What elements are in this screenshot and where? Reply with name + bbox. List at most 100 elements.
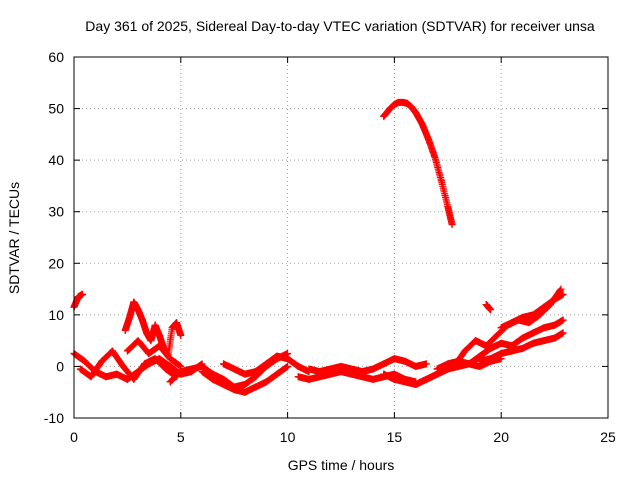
data-point — [79, 290, 87, 298]
series-arc-17 — [476, 329, 567, 365]
data-point — [162, 365, 170, 373]
data-point — [559, 290, 567, 298]
y-tick-label: 20 — [48, 255, 64, 271]
data-point — [448, 221, 456, 229]
data-point — [145, 350, 153, 358]
data-point — [407, 103, 415, 111]
y-tick-label: 10 — [48, 307, 64, 323]
data-point — [450, 362, 458, 370]
data-point — [284, 362, 292, 370]
data-point — [147, 337, 155, 345]
plot-frame — [73, 56, 609, 419]
data-point — [123, 375, 131, 383]
data-point — [482, 301, 490, 309]
data-point — [102, 373, 110, 381]
data-point — [529, 339, 537, 347]
chart-title: Day 361 of 2025, Sidereal Day-to-day VTE… — [85, 18, 595, 34]
data-point — [262, 378, 270, 386]
data-point — [508, 347, 516, 355]
series-trace — [305, 355, 430, 376]
y-tick-label: 40 — [48, 152, 64, 168]
data-point — [337, 362, 345, 370]
data-point — [134, 306, 142, 314]
data-point — [380, 360, 388, 368]
data-point — [519, 313, 527, 321]
data-point — [98, 357, 106, 365]
data-point — [559, 316, 567, 324]
data-point — [487, 344, 495, 352]
data-point — [540, 324, 548, 332]
series-trace — [482, 301, 494, 313]
data-point — [444, 203, 452, 211]
data-point — [138, 316, 146, 324]
data-point — [121, 326, 129, 334]
data-point — [130, 298, 138, 306]
x-tick-label: 10 — [280, 429, 296, 445]
series-arc-13 — [380, 98, 456, 229]
y-tick-label: 30 — [48, 204, 64, 220]
x-tick-label: 15 — [387, 429, 403, 445]
data-point — [209, 375, 217, 383]
data-point — [81, 357, 89, 365]
data-point — [177, 368, 185, 376]
data-point — [399, 98, 407, 106]
data-point — [369, 375, 377, 383]
series-trace — [380, 98, 456, 227]
data-point — [220, 360, 228, 368]
data-point — [529, 311, 537, 319]
data-point — [403, 99, 411, 107]
data-point — [412, 109, 420, 117]
y-tick-label: 0 — [56, 358, 64, 374]
data-point — [431, 154, 439, 162]
data-point — [497, 339, 505, 347]
data-point — [155, 331, 163, 339]
data-point — [358, 368, 366, 376]
series-arc-7 — [198, 362, 292, 396]
series-arc-1 — [70, 290, 87, 311]
data-point — [540, 337, 548, 345]
data-point — [437, 177, 445, 185]
data-point — [380, 112, 388, 120]
y-tick-label: -10 — [44, 410, 64, 426]
data-point — [525, 319, 533, 327]
data-point — [487, 355, 495, 363]
data-point — [151, 355, 159, 363]
data-point — [412, 362, 420, 370]
data-point — [134, 337, 142, 345]
axis-ticks: 0 5 10 15 20 25 -10 0 10 20 30 40 50 60 — [44, 49, 616, 445]
data-point — [529, 329, 537, 337]
series-arc-19 — [497, 290, 567, 332]
data-point — [241, 370, 249, 378]
data-point — [476, 357, 484, 365]
data-point — [252, 368, 260, 376]
data-point — [187, 365, 195, 373]
data-point — [316, 368, 324, 376]
data-point — [472, 337, 480, 345]
data-point — [497, 350, 505, 358]
data-point — [294, 373, 302, 381]
data-point — [140, 360, 148, 368]
data-point — [519, 344, 527, 352]
data-point — [390, 355, 398, 363]
data-point — [294, 362, 302, 370]
data-point — [540, 303, 548, 311]
data-point — [461, 347, 469, 355]
data-point — [108, 347, 116, 355]
data-point — [412, 380, 420, 388]
data-point — [220, 380, 228, 388]
data-point — [380, 370, 388, 378]
y-tick-label: 60 — [48, 49, 64, 65]
data-point — [173, 319, 181, 327]
x-tick-label: 5 — [177, 429, 185, 445]
data-point — [557, 285, 565, 293]
data-point — [230, 365, 238, 373]
data-point — [422, 360, 430, 368]
data-point — [433, 365, 441, 373]
data-point — [348, 365, 356, 373]
y-axis-label: SDTVAR / TECUs — [6, 182, 22, 294]
data-point — [401, 357, 409, 365]
data-point — [559, 329, 567, 337]
data-point — [273, 352, 281, 360]
data-point — [305, 375, 313, 383]
